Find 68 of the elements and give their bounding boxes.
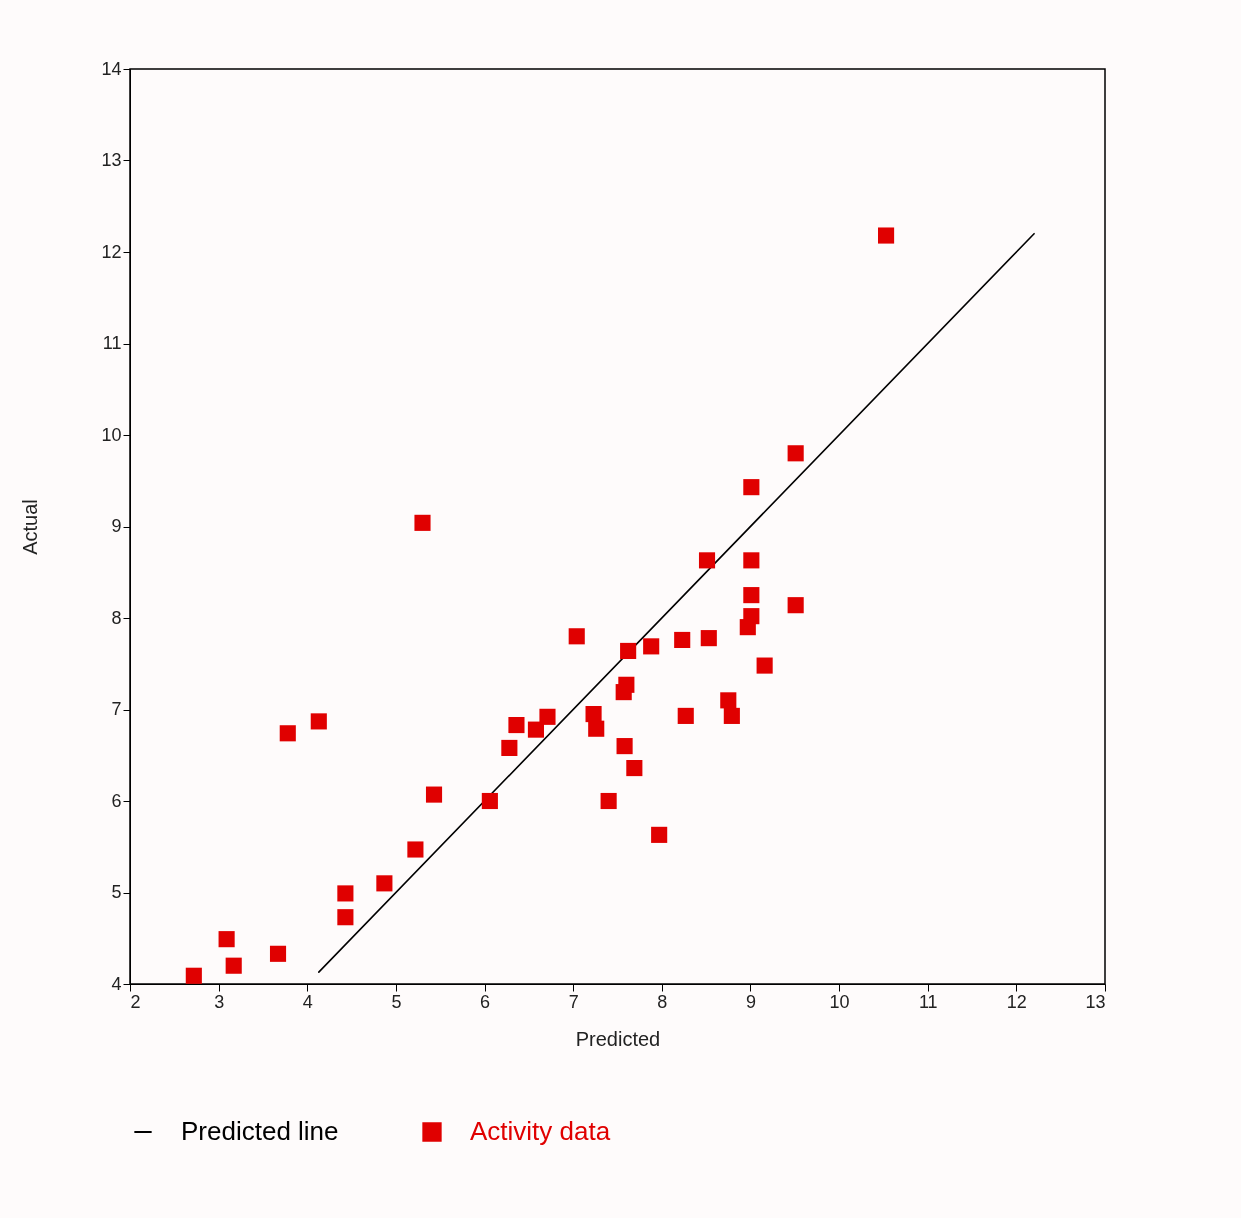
point [279, 725, 296, 742]
y-tick-label: 8 [111, 607, 122, 628]
y-tick-label: 12 [101, 241, 122, 262]
point [698, 552, 716, 569]
y-tick-label: 6 [111, 790, 122, 811]
x-tick-label: 8 [657, 991, 668, 1012]
point [310, 713, 327, 730]
point [743, 479, 760, 496]
point [337, 909, 354, 926]
point [618, 676, 635, 693]
point [407, 841, 424, 858]
point [269, 945, 287, 962]
y-tick-label: 9 [111, 516, 122, 536]
legend-label: Activity data [470, 1116, 611, 1146]
point [508, 716, 525, 734]
point [481, 792, 498, 810]
point [651, 826, 668, 843]
x-axis-title: Predicted [575, 1027, 661, 1050]
x-tick-label: 10 [829, 991, 850, 1012]
point [185, 967, 202, 984]
x-tick-label: 7 [568, 991, 579, 1012]
point [643, 638, 660, 655]
y-tick-label: 10 [101, 424, 122, 445]
point [787, 597, 804, 614]
point [585, 706, 602, 723]
x-tick-label: 5 [391, 991, 402, 1012]
point [674, 631, 691, 649]
y-tick-label: 7 [111, 699, 122, 719]
point [527, 721, 545, 738]
point [626, 760, 643, 777]
point [878, 227, 895, 244]
point [218, 931, 235, 948]
point [723, 707, 740, 724]
point [225, 957, 242, 974]
y-tick-label: 5 [111, 882, 122, 902]
point [568, 628, 585, 645]
point [376, 875, 393, 892]
x-tick-label: 2 [130, 991, 141, 1012]
point [620, 642, 637, 659]
y-tick-label: 13 [101, 150, 122, 170]
x-tick-label: 6 [480, 991, 491, 1012]
point [337, 885, 354, 902]
point [600, 792, 617, 810]
legend-label: Predicted line [181, 1116, 339, 1146]
point [588, 720, 605, 737]
point [677, 707, 694, 724]
x-tick-label: 3 [214, 991, 225, 1012]
point [743, 608, 760, 625]
x-tick-label: 13 [1085, 991, 1106, 1012]
point [539, 708, 556, 725]
point [425, 786, 443, 803]
point [700, 630, 717, 647]
x-tick-label: 11 [918, 991, 938, 1012]
y-tick-label: 4 [111, 973, 122, 994]
y-tick-label: 11 [102, 333, 122, 353]
point [616, 738, 633, 755]
point [743, 587, 760, 604]
x-tick-label: 4 [302, 991, 313, 1012]
point [720, 692, 737, 709]
point [743, 552, 760, 569]
y-tick-label: 14 [101, 58, 122, 79]
x-tick-label: 12 [1006, 991, 1027, 1012]
point [414, 514, 431, 531]
point [501, 739, 518, 756]
point [756, 657, 773, 674]
x-tick-label: 9 [745, 991, 756, 1012]
point [787, 445, 804, 462]
y-axis-title: Actual [19, 499, 42, 555]
